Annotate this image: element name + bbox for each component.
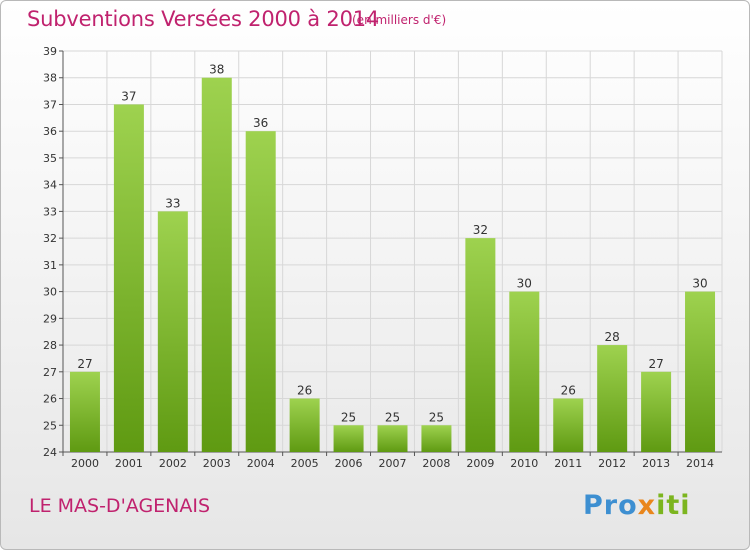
- chart-subtitle: (en milliers d'€): [352, 13, 447, 27]
- bar: [553, 398, 584, 452]
- bar: [465, 238, 496, 452]
- bar: [597, 345, 628, 452]
- logo-part-iti: iti: [656, 490, 691, 521]
- data-label: 28: [605, 330, 620, 344]
- logo-part-pro: Pro: [583, 490, 638, 521]
- y-tick-label: 38: [43, 72, 57, 85]
- x-tick-label: 2004: [247, 457, 275, 470]
- x-tick-label: 2003: [203, 457, 231, 470]
- y-tick-label: 24: [43, 446, 57, 459]
- x-tick-label: 2010: [510, 457, 538, 470]
- bar: [245, 131, 276, 452]
- y-tick-label: 33: [43, 205, 57, 218]
- y-tick-label: 29: [43, 312, 57, 325]
- y-tick-label: 25: [43, 419, 57, 432]
- y-tick-label: 39: [43, 45, 57, 58]
- data-label: 32: [473, 223, 488, 237]
- x-tick-label: 2006: [335, 457, 363, 470]
- bar: [641, 371, 672, 452]
- data-label: 25: [429, 410, 444, 424]
- data-label: 25: [385, 410, 400, 424]
- bar: [289, 398, 320, 452]
- axes: 24 25 26 27 28 29 30 31 32 33 34 35 36 37 38 39 2000 2001…: [43, 45, 722, 470]
- proxiti-logo: Proxiti: [583, 490, 691, 521]
- y-tick-label: 32: [43, 232, 57, 245]
- bar: [333, 425, 364, 452]
- y-tick-label: 34: [43, 179, 57, 192]
- bar: [377, 425, 408, 452]
- chart-title: Subventions Versées 2000 à 2014: [27, 7, 380, 31]
- bar: [685, 291, 716, 452]
- commune-name: LE MAS-D'AGENAIS: [29, 495, 211, 517]
- y-tick-label: 28: [43, 339, 57, 352]
- data-label: 27: [77, 357, 92, 371]
- y-tick-label: 27: [43, 366, 57, 379]
- data-label: 26: [297, 384, 312, 398]
- x-tick-label: 2001: [115, 457, 143, 470]
- bar: [509, 291, 540, 452]
- x-tick-label: 2007: [379, 457, 407, 470]
- x-tick-label: 2002: [159, 457, 187, 470]
- data-label: 27: [648, 357, 663, 371]
- data-label: 36: [253, 116, 268, 130]
- x-tick-label: 2005: [291, 457, 319, 470]
- data-label: 38: [209, 63, 224, 77]
- bar: [113, 104, 144, 452]
- y-tick-label: 36: [43, 125, 57, 138]
- data-label: 30: [517, 277, 532, 291]
- y-tick-label: 30: [43, 286, 57, 299]
- value-labels: 27 37 33 38 36 26 25 25 25 32 30 26 28 27 30: [77, 63, 707, 425]
- x-tick-label: 2009: [466, 457, 494, 470]
- bar: [421, 425, 452, 452]
- x-tick-label: 2000: [71, 457, 99, 470]
- x-tick-label: 2013: [642, 457, 670, 470]
- y-tick-label: 37: [43, 98, 57, 111]
- x-tick-label: 2014: [686, 457, 714, 470]
- data-label: 26: [561, 384, 576, 398]
- data-label: 30: [692, 277, 707, 291]
- x-tick-label: 2012: [598, 457, 626, 470]
- bars: [69, 77, 716, 452]
- data-label: 33: [165, 196, 180, 210]
- y-tick-label: 35: [43, 152, 57, 165]
- y-tick-label: 31: [43, 259, 57, 272]
- y-tick-label: 26: [43, 393, 57, 406]
- bar: [69, 371, 100, 452]
- data-label: 25: [341, 410, 356, 424]
- bar: [157, 211, 188, 452]
- x-tick-label: 2008: [422, 457, 450, 470]
- logo-part-x: x: [637, 490, 657, 521]
- x-tick-label: 2011: [554, 457, 582, 470]
- bar: [201, 77, 232, 452]
- data-label: 37: [121, 89, 136, 103]
